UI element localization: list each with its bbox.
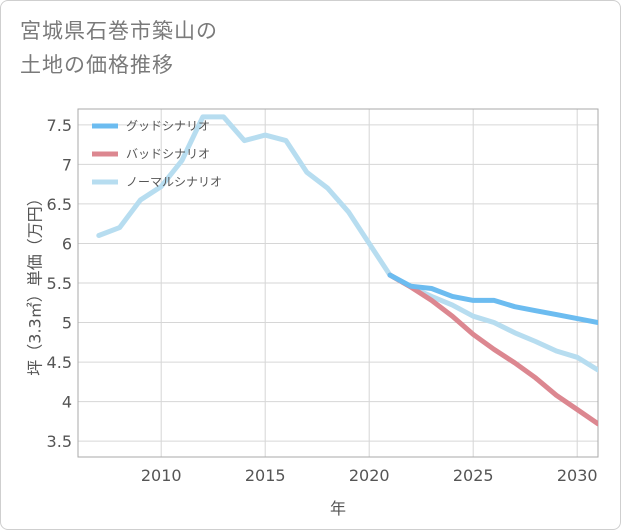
y-tick-label: 5 (62, 314, 72, 333)
legend-label-bad: バッドシナリオ (126, 147, 210, 161)
grid-lines (77, 108, 599, 458)
x-axis-title: 年 (330, 499, 346, 518)
x-tick-label: 2020 (349, 466, 390, 485)
chart-title-line-2: 土地の価格推移 (20, 53, 174, 77)
x-tick-label: 2030 (557, 466, 598, 485)
series-line-normal (96, 114, 598, 373)
x-tick-label: 2010 (141, 466, 182, 485)
series-line-good (387, 272, 598, 325)
y-tick-label: 5.5 (47, 274, 72, 293)
series-lines (96, 114, 598, 427)
x-tick-label: 2015 (245, 466, 286, 485)
y-tick-label: 4.5 (47, 353, 72, 372)
plot-border (77, 108, 599, 458)
y-tick-label: 3.5 (47, 432, 72, 451)
tick-labels: 2010 2015 2020 2025 2030 3.5 4 4.5 5 5.5 6 6.5 7 7.5 (47, 116, 598, 485)
y-tick-label: 4 (62, 393, 72, 412)
y-tick-label: 7 (62, 155, 72, 174)
y-tick-label: 6.5 (47, 195, 72, 214)
series-line-bad (387, 272, 598, 427)
chart-title: 宮城県石巻市築山の 土地の価格推移 (20, 14, 218, 82)
y-tick-label: 7.5 (47, 116, 72, 135)
x-tick-label: 2025 (453, 466, 494, 485)
legend-label-good: グッドシナリオ (126, 119, 210, 133)
y-axis-title: 坪（3.3㎡）単価（万円） (26, 190, 45, 375)
legend-label-normal: ノーマルシナリオ (126, 175, 222, 189)
chart-title-line-1: 宮城県石巻市築山の (20, 19, 218, 43)
y-tick-label: 6 (62, 234, 72, 253)
